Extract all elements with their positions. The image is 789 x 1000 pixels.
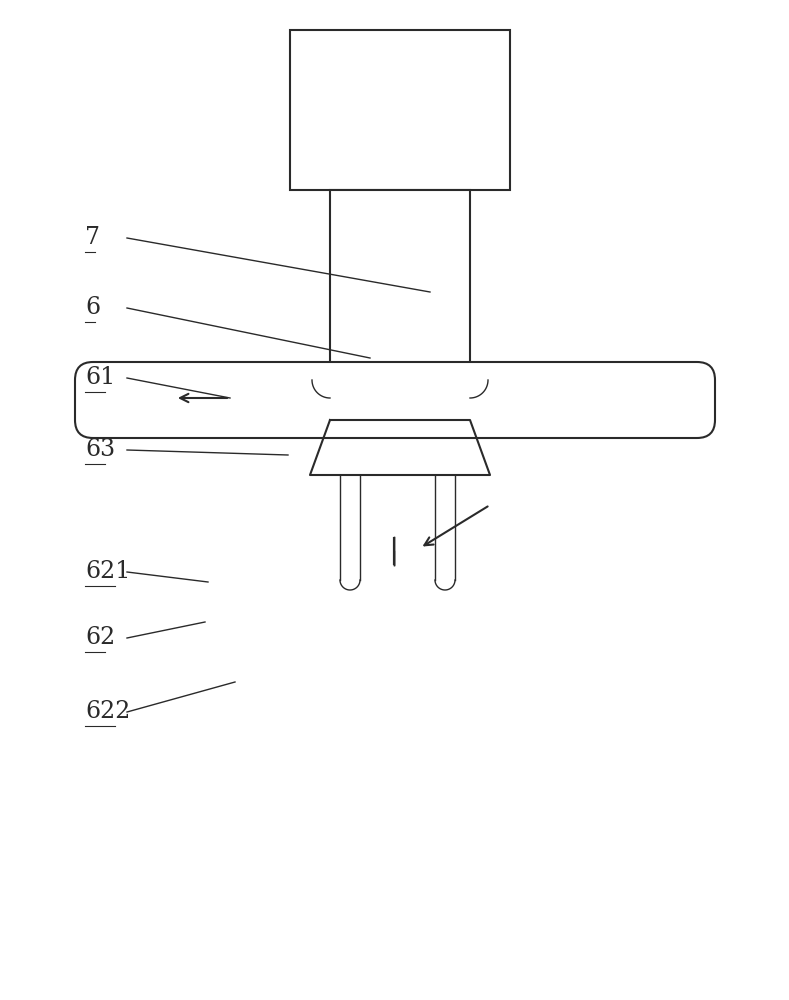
Text: 63: 63 bbox=[85, 438, 115, 462]
Text: 622: 622 bbox=[85, 700, 130, 724]
Bar bbox=[290, 30, 510, 190]
Text: 7: 7 bbox=[85, 227, 100, 249]
Text: 6: 6 bbox=[85, 296, 100, 320]
Text: 61: 61 bbox=[85, 366, 115, 389]
Text: 62: 62 bbox=[85, 626, 115, 650]
Bar bbox=[330, 190, 470, 380]
Text: 621: 621 bbox=[85, 560, 130, 584]
FancyBboxPatch shape bbox=[75, 362, 715, 438]
